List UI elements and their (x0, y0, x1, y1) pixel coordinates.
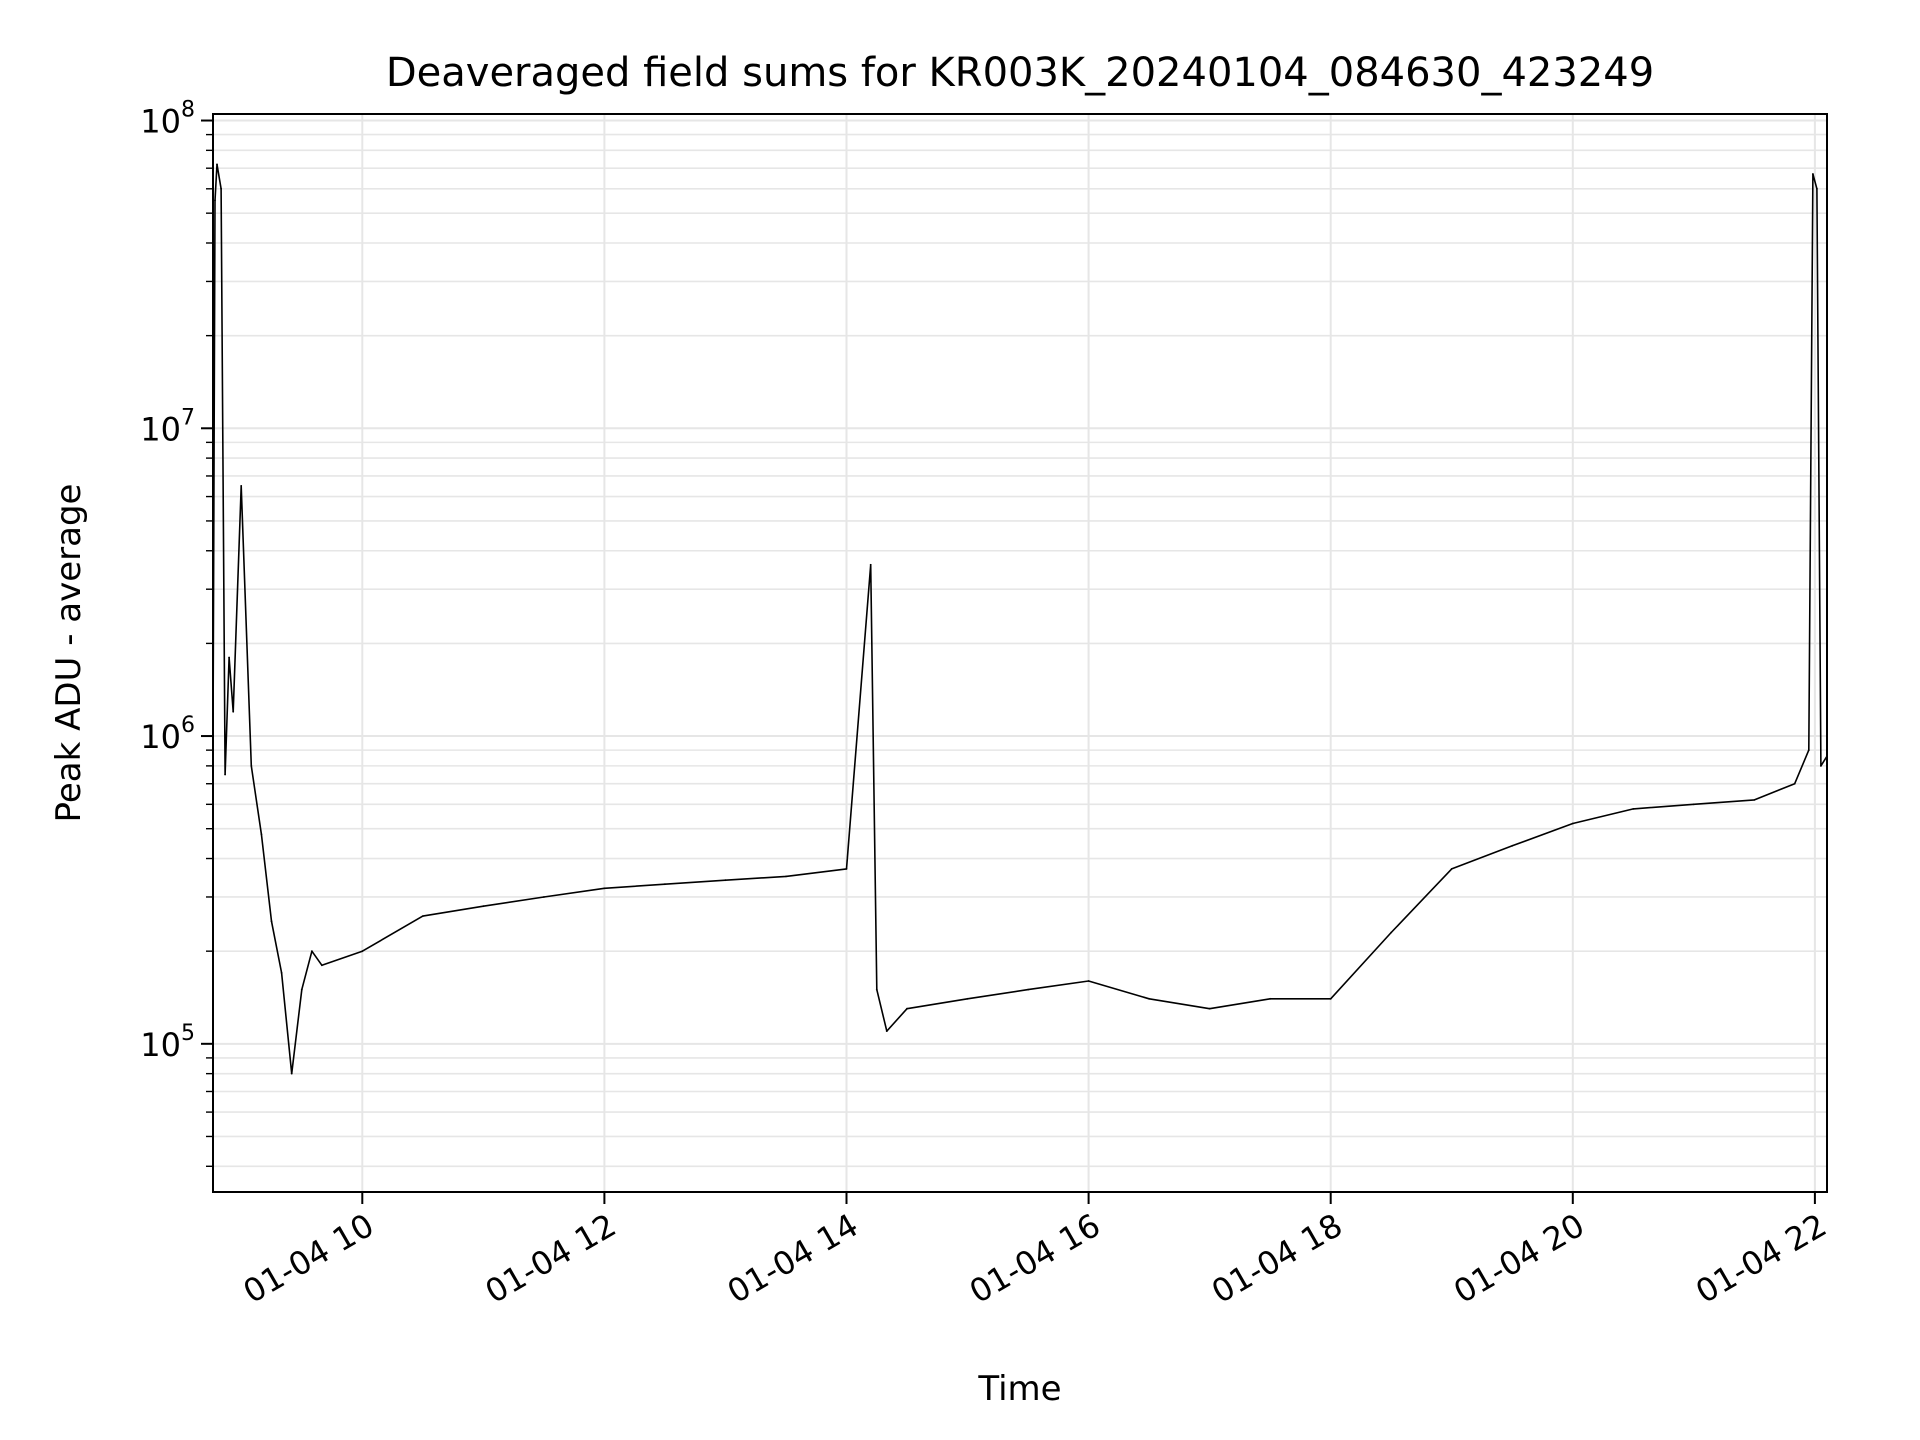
y-tick-label: 108 (140, 98, 195, 141)
data-point (250, 765, 253, 767)
data-point (845, 868, 848, 870)
y-axis-label: Peak ADU - average (49, 484, 89, 823)
data-point (1511, 844, 1514, 847)
grid (213, 114, 1827, 1192)
data-point (1148, 997, 1150, 1000)
data-point (240, 485, 243, 487)
data-point (885, 1030, 888, 1032)
y-tick-label: 106 (140, 713, 195, 756)
data-point (724, 879, 727, 882)
data-point (543, 896, 545, 898)
data-point (421, 915, 424, 917)
data-point (1269, 997, 1272, 1000)
data-point (1027, 988, 1029, 991)
data-point (1812, 173, 1814, 175)
data-point (1208, 1007, 1211, 1010)
data-point (1087, 980, 1090, 982)
data-point (1692, 803, 1695, 806)
data-point (321, 964, 323, 967)
data-point (1632, 808, 1635, 810)
data-point (1820, 765, 1822, 767)
data-point (290, 1072, 293, 1075)
y-tick-label: 107 (140, 405, 195, 448)
data-point (1571, 822, 1574, 825)
data-point (300, 988, 303, 991)
data-point (311, 950, 313, 953)
data-point (220, 187, 223, 190)
data-point (869, 563, 872, 566)
y-axis: 105 106 107 108 (140, 98, 213, 1167)
data-point (232, 710, 235, 713)
data-point (785, 875, 787, 878)
data-point (270, 920, 273, 923)
plot-frame (212, 113, 1828, 1193)
data-point (361, 950, 364, 953)
data-point (1450, 868, 1453, 870)
data-point (280, 972, 283, 974)
x-axis-label: Time (977, 1369, 1061, 1409)
data-point (1816, 187, 1818, 190)
y-tick-label: 105 (140, 1021, 195, 1064)
chart-title: Deaveraged field sums for KR003K_2024010… (386, 50, 1654, 96)
data-point (664, 883, 666, 886)
data-point (216, 163, 218, 166)
data-point (1793, 782, 1796, 785)
data-point (482, 905, 485, 908)
data-point (1807, 749, 1810, 751)
data-point (260, 833, 263, 836)
data-point (875, 988, 878, 991)
data-point (966, 997, 969, 1000)
data-point (906, 1007, 908, 1010)
data-point (228, 656, 231, 659)
data-point (603, 887, 606, 890)
data-point (1390, 931, 1393, 934)
data-point (1329, 997, 1332, 1000)
data-point (224, 773, 227, 776)
data-point (1753, 799, 1756, 801)
data-point (214, 199, 216, 202)
